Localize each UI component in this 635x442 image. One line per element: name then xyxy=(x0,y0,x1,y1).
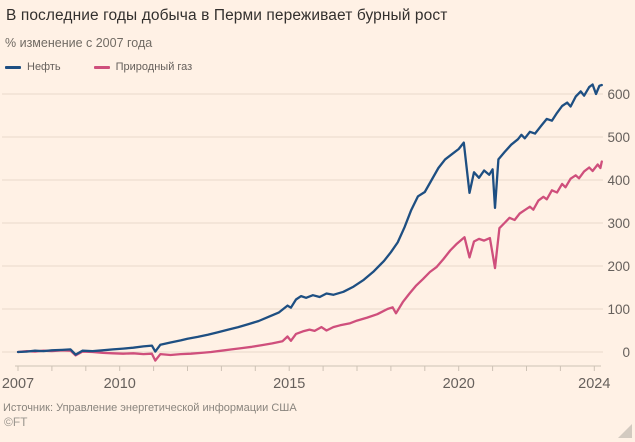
gas-series-line xyxy=(16,160,603,362)
oil-series-line xyxy=(16,83,603,356)
chart-subtitle: % изменение с 2007 года xyxy=(5,36,153,50)
y-axis-tick-label: 600 xyxy=(607,87,630,102)
y-axis-tick-label: 500 xyxy=(607,130,630,145)
x-axis-tick-label: 2024 xyxy=(578,376,610,392)
y-axis-tick-label: 300 xyxy=(607,216,630,231)
y-axis-tick-label: 0 xyxy=(622,345,630,360)
x-axis-tick-label: 2020 xyxy=(443,376,475,392)
gas-line-swatch-icon xyxy=(93,65,110,69)
oil-line-swatch-icon xyxy=(5,65,21,69)
x-axis-tick-label: 2007 xyxy=(2,376,34,392)
chart-title: В последние годы добыча в Перми пережива… xyxy=(6,7,448,24)
y-axis-tick-label: 400 xyxy=(607,173,630,188)
x-axis-tick-label: 2010 xyxy=(104,376,136,392)
ft-credit: ©FT xyxy=(4,415,28,429)
legend-label-gas: Природный газ xyxy=(115,61,193,73)
y-axis-tick-label: 100 xyxy=(607,302,630,317)
legend: Нефть Природный газ xyxy=(5,61,225,73)
source-note: Источник: Управление энергетической инфо… xyxy=(3,402,297,414)
resize-corner-icon xyxy=(618,424,632,438)
legend-label-oil: Нефть xyxy=(27,61,61,73)
legend-item-gas: Природный газ xyxy=(93,61,193,73)
legend-item-oil: Нефть xyxy=(5,61,61,73)
y-axis-tick-label: 200 xyxy=(607,259,630,274)
x-axis-tick-label: 2015 xyxy=(273,376,305,392)
